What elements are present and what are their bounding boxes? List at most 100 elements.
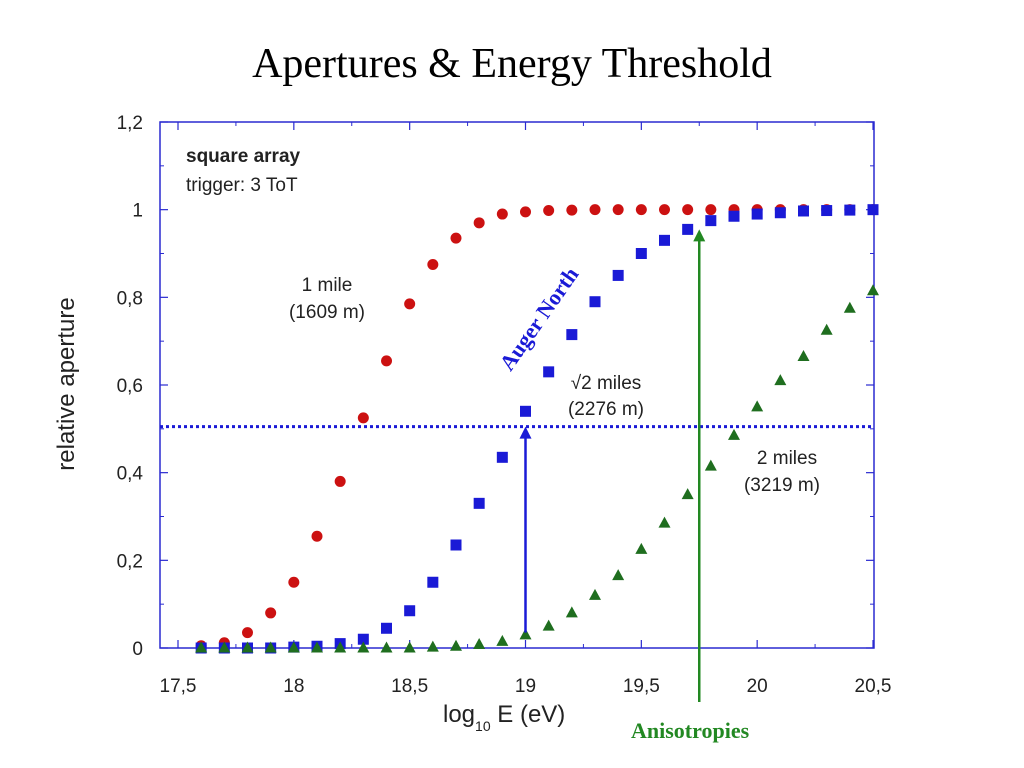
data-point-sqrt2 [496,451,508,463]
data-point-2miles [728,428,740,440]
series-label-2miles-line2: (3219 m) [744,475,820,496]
data-point-1mile [288,576,300,588]
annotation-layer [519,229,706,702]
data-point-1mile [566,204,578,216]
data-point-1mile [357,412,369,424]
data-point-2miles [681,488,694,500]
data-point-2miles [704,459,717,471]
data-point-1mile [520,206,531,218]
auger-north-arrow-head [519,426,532,439]
data-point-sqrt2 [682,223,694,235]
data-point-1mile [635,204,647,216]
x-axis-title-rest: E (eV) [491,701,566,728]
data-point-1mile [450,232,462,244]
data-point-2miles [797,350,810,362]
x-tick-label: 19 [515,676,536,697]
data-point-sqrt2 [798,205,809,217]
data-point-1mile [473,217,485,229]
data-point-1mile [381,355,392,367]
data-point-sqrt2 [612,269,624,281]
data-point-sqrt2 [566,329,578,341]
data-point-sqrt2 [751,208,763,220]
x-tick-label: 18 [283,676,304,697]
data-point-1mile [334,475,346,487]
series-label-sqrt2-line2: (2276 m) [568,399,644,420]
data-point-1mile [311,530,323,542]
data-point-1mile [659,204,670,216]
data-point-2miles [774,374,787,386]
data-point-2miles [751,400,764,412]
y-axis-title: relative aperture [53,297,80,470]
data-point-2miles [311,641,323,653]
data-point-sqrt2 [357,633,369,645]
data-point-2miles [241,641,254,653]
x-tick-label: 20,5 [855,676,892,697]
series-label-1mile-line2: (1609 m) [289,302,365,323]
legend-box-trigger: trigger: 3 ToT [186,175,298,196]
data-point-sqrt2 [705,215,717,227]
y-tick-label: 0 [132,639,143,660]
data-point-sqrt2 [821,205,833,217]
data-point-sqrt2 [774,207,786,219]
plot-frame [159,121,875,649]
data-point-2miles [519,628,532,640]
data-point-sqrt2 [381,622,392,634]
data-point-sqrt2 [473,497,485,509]
auger-north-label: Auger North [494,262,583,375]
data-point-sqrt2 [867,204,879,216]
x-axis-title-main: log [443,701,475,728]
data-point-sqrt2 [635,248,647,259]
data-point-2miles [843,301,856,313]
data-point-2miles [264,641,277,653]
data-point-2miles [612,569,625,581]
data-point-2miles [426,640,439,652]
data-point-2miles [658,516,671,528]
data-point-2miles [357,641,370,653]
y-tick-label: 1,2 [117,113,143,134]
data-point-2miles [287,641,300,653]
x-axis-title: log10 E (eV) [443,701,565,734]
x-tick-label: 19,5 [623,676,660,697]
data-point-2miles [380,641,393,653]
marker-layer [195,204,879,654]
data-point-sqrt2 [728,210,740,222]
anisotropies-label: Anisotropies [631,718,750,743]
data-point-sqrt2 [404,605,416,617]
data-point-1mile [589,204,601,216]
series-label-1mile-line1: 1 mile [302,275,353,296]
plot-frame-layer [159,121,875,649]
data-point-sqrt2 [450,539,462,551]
data-point-1mile [242,627,253,639]
data-point-1mile [404,298,416,310]
data-point-sqrt2 [520,405,531,417]
x-tick-label: 17,5 [160,676,197,697]
data-point-2miles [635,542,648,554]
data-point-sqrt2 [543,366,555,378]
data-point-2miles [218,641,231,653]
series-label-2miles-line1: 2 miles [757,448,817,469]
data-point-2miles [450,639,462,651]
data-point-2miles [542,619,555,631]
x-tick-label: 18,5 [391,676,428,697]
anisotropies-arrow-head [693,229,706,242]
data-point-2miles [496,634,509,646]
data-point-sqrt2 [427,576,439,588]
slide-title: Apertures & Energy Threshold [252,41,772,87]
data-point-2miles [565,606,578,618]
data-point-sqrt2 [589,296,601,308]
series-label-sqrt2-line1: √2 miles [571,373,642,394]
x-axis-title-sub: 10 [475,718,491,734]
tick-layer: 17,5 18 18,5 19 19,5 20 20,5 0 0,2 0,4 0,6 0,8 1 1,2 [117,113,892,697]
data-point-1mile [705,204,717,216]
data-point-2miles [473,637,486,649]
y-tick-label: 1 [132,201,143,222]
data-point-1mile [427,258,439,270]
data-point-2miles [195,641,208,653]
data-point-2miles [820,323,833,335]
data-point-2miles [334,641,347,653]
data-point-2miles [589,588,601,600]
data-point-1mile [543,205,555,217]
data-point-sqrt2 [659,234,670,246]
data-point-1mile [496,208,508,220]
